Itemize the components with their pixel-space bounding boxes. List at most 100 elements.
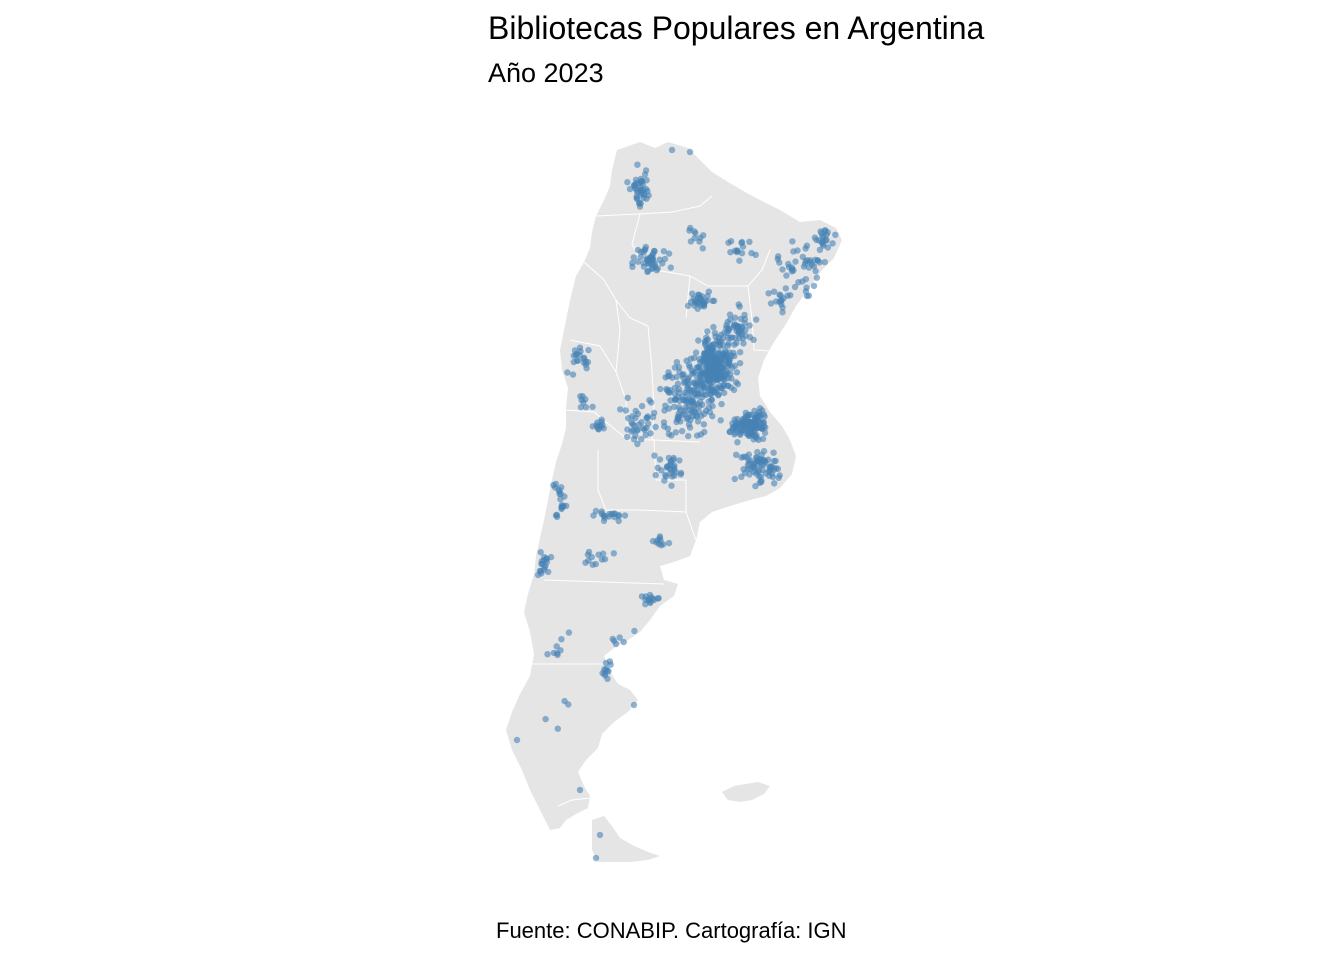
biblioteca-point <box>602 659 610 667</box>
biblioteca-point <box>706 350 713 357</box>
biblioteca-point <box>687 416 694 424</box>
biblioteca-point <box>638 402 646 410</box>
biblioteca-point <box>746 334 754 341</box>
province-border <box>565 409 701 443</box>
biblioteca-point <box>667 397 674 404</box>
biblioteca-point <box>642 431 649 439</box>
biblioteca-point <box>817 228 824 235</box>
biblioteca-point <box>807 258 814 266</box>
biblioteca-point <box>557 496 564 503</box>
biblioteca-point <box>673 359 681 366</box>
biblioteca-point <box>677 469 685 477</box>
biblioteca-point <box>598 556 606 563</box>
biblioteca-point <box>737 430 744 437</box>
biblioteca-point <box>734 439 741 446</box>
biblioteca-point <box>664 387 671 394</box>
biblioteca-point <box>589 403 596 410</box>
biblioteca-point <box>678 427 686 435</box>
biblioteca-point <box>665 539 673 547</box>
biblioteca-point <box>759 435 767 442</box>
biblioteca-point <box>624 426 631 433</box>
biblioteca-point <box>632 432 639 439</box>
biblioteca-point <box>756 405 764 412</box>
biblioteca-point <box>657 385 664 393</box>
biblioteca-point <box>706 386 713 393</box>
biblioteca-point <box>774 465 782 472</box>
biblioteca-point <box>671 403 678 410</box>
biblioteca-point <box>776 259 783 266</box>
biblioteca-point <box>779 266 786 273</box>
biblioteca-point <box>617 406 624 413</box>
biblioteca-point <box>715 367 722 374</box>
biblioteca-point <box>799 253 806 261</box>
biblioteca-point <box>624 394 631 401</box>
biblioteca-point <box>794 247 801 254</box>
province-border <box>647 325 655 441</box>
biblioteca-point <box>738 239 745 246</box>
biblioteca-point <box>565 629 573 636</box>
biblioteca-point <box>692 368 699 376</box>
biblioteca-point <box>683 357 690 364</box>
province-border <box>747 285 809 353</box>
biblioteca-point <box>637 253 644 261</box>
biblioteca-point <box>553 513 561 520</box>
biblioteca-point <box>737 349 744 356</box>
biblioteca-point <box>629 413 636 420</box>
biblioteca-point <box>513 736 521 744</box>
biblioteca-point <box>680 371 687 378</box>
biblioteca-point <box>667 458 675 466</box>
biblioteca-point <box>696 373 704 380</box>
biblioteca-point <box>765 290 772 297</box>
biblioteca-point <box>570 352 578 359</box>
biblioteca-point <box>692 409 699 416</box>
biblioteca-point <box>718 400 725 408</box>
biblioteca-point <box>615 517 622 525</box>
biblioteca-point <box>810 263 818 270</box>
biblioteca-point <box>731 431 738 438</box>
biblioteca-point <box>637 191 645 198</box>
biblioteca-point <box>689 393 696 400</box>
province-border <box>653 439 687 512</box>
biblioteca-point <box>686 148 694 156</box>
biblioteca-point <box>637 175 645 183</box>
biblioteca-point <box>705 398 712 405</box>
biblioteca-point <box>740 466 747 473</box>
biblioteca-point <box>694 305 701 312</box>
biblioteca-point <box>621 512 629 519</box>
biblioteca-point <box>745 432 752 439</box>
biblioteca-point <box>651 452 658 459</box>
biblioteca-point <box>639 181 647 188</box>
biblioteca-point <box>696 402 703 410</box>
biblioteca-point <box>733 369 741 376</box>
biblioteca-point <box>753 432 760 439</box>
biblioteca-point <box>638 436 645 443</box>
biblioteca-point <box>789 266 796 273</box>
biblioteca-point <box>542 715 549 723</box>
biblioteca-point <box>726 361 734 368</box>
biblioteca-point <box>620 638 627 646</box>
biblioteca-point <box>755 473 763 480</box>
biblioteca-point <box>717 417 724 424</box>
biblioteca-point <box>674 416 681 423</box>
biblioteca-point <box>700 421 708 428</box>
biblioteca-point <box>642 246 649 253</box>
biblioteca-point <box>632 176 640 183</box>
biblioteca-point <box>698 412 705 420</box>
biblioteca-point <box>633 186 640 194</box>
biblioteca-point <box>672 468 679 476</box>
biblioteca-point <box>652 423 659 431</box>
biblioteca-point <box>783 272 790 279</box>
biblioteca-point <box>724 369 731 376</box>
biblioteca-point <box>624 179 631 186</box>
biblioteca-point <box>715 392 722 399</box>
biblioteca-point <box>701 350 708 357</box>
biblioteca-point <box>671 384 678 392</box>
biblioteca-point <box>738 250 746 257</box>
biblioteca-point <box>561 697 568 705</box>
biblioteca-point <box>675 410 682 417</box>
biblioteca-point <box>795 279 802 286</box>
biblioteca-point <box>711 376 718 383</box>
province-border <box>685 275 691 319</box>
province-border <box>543 579 665 585</box>
biblioteca-point <box>725 374 732 382</box>
